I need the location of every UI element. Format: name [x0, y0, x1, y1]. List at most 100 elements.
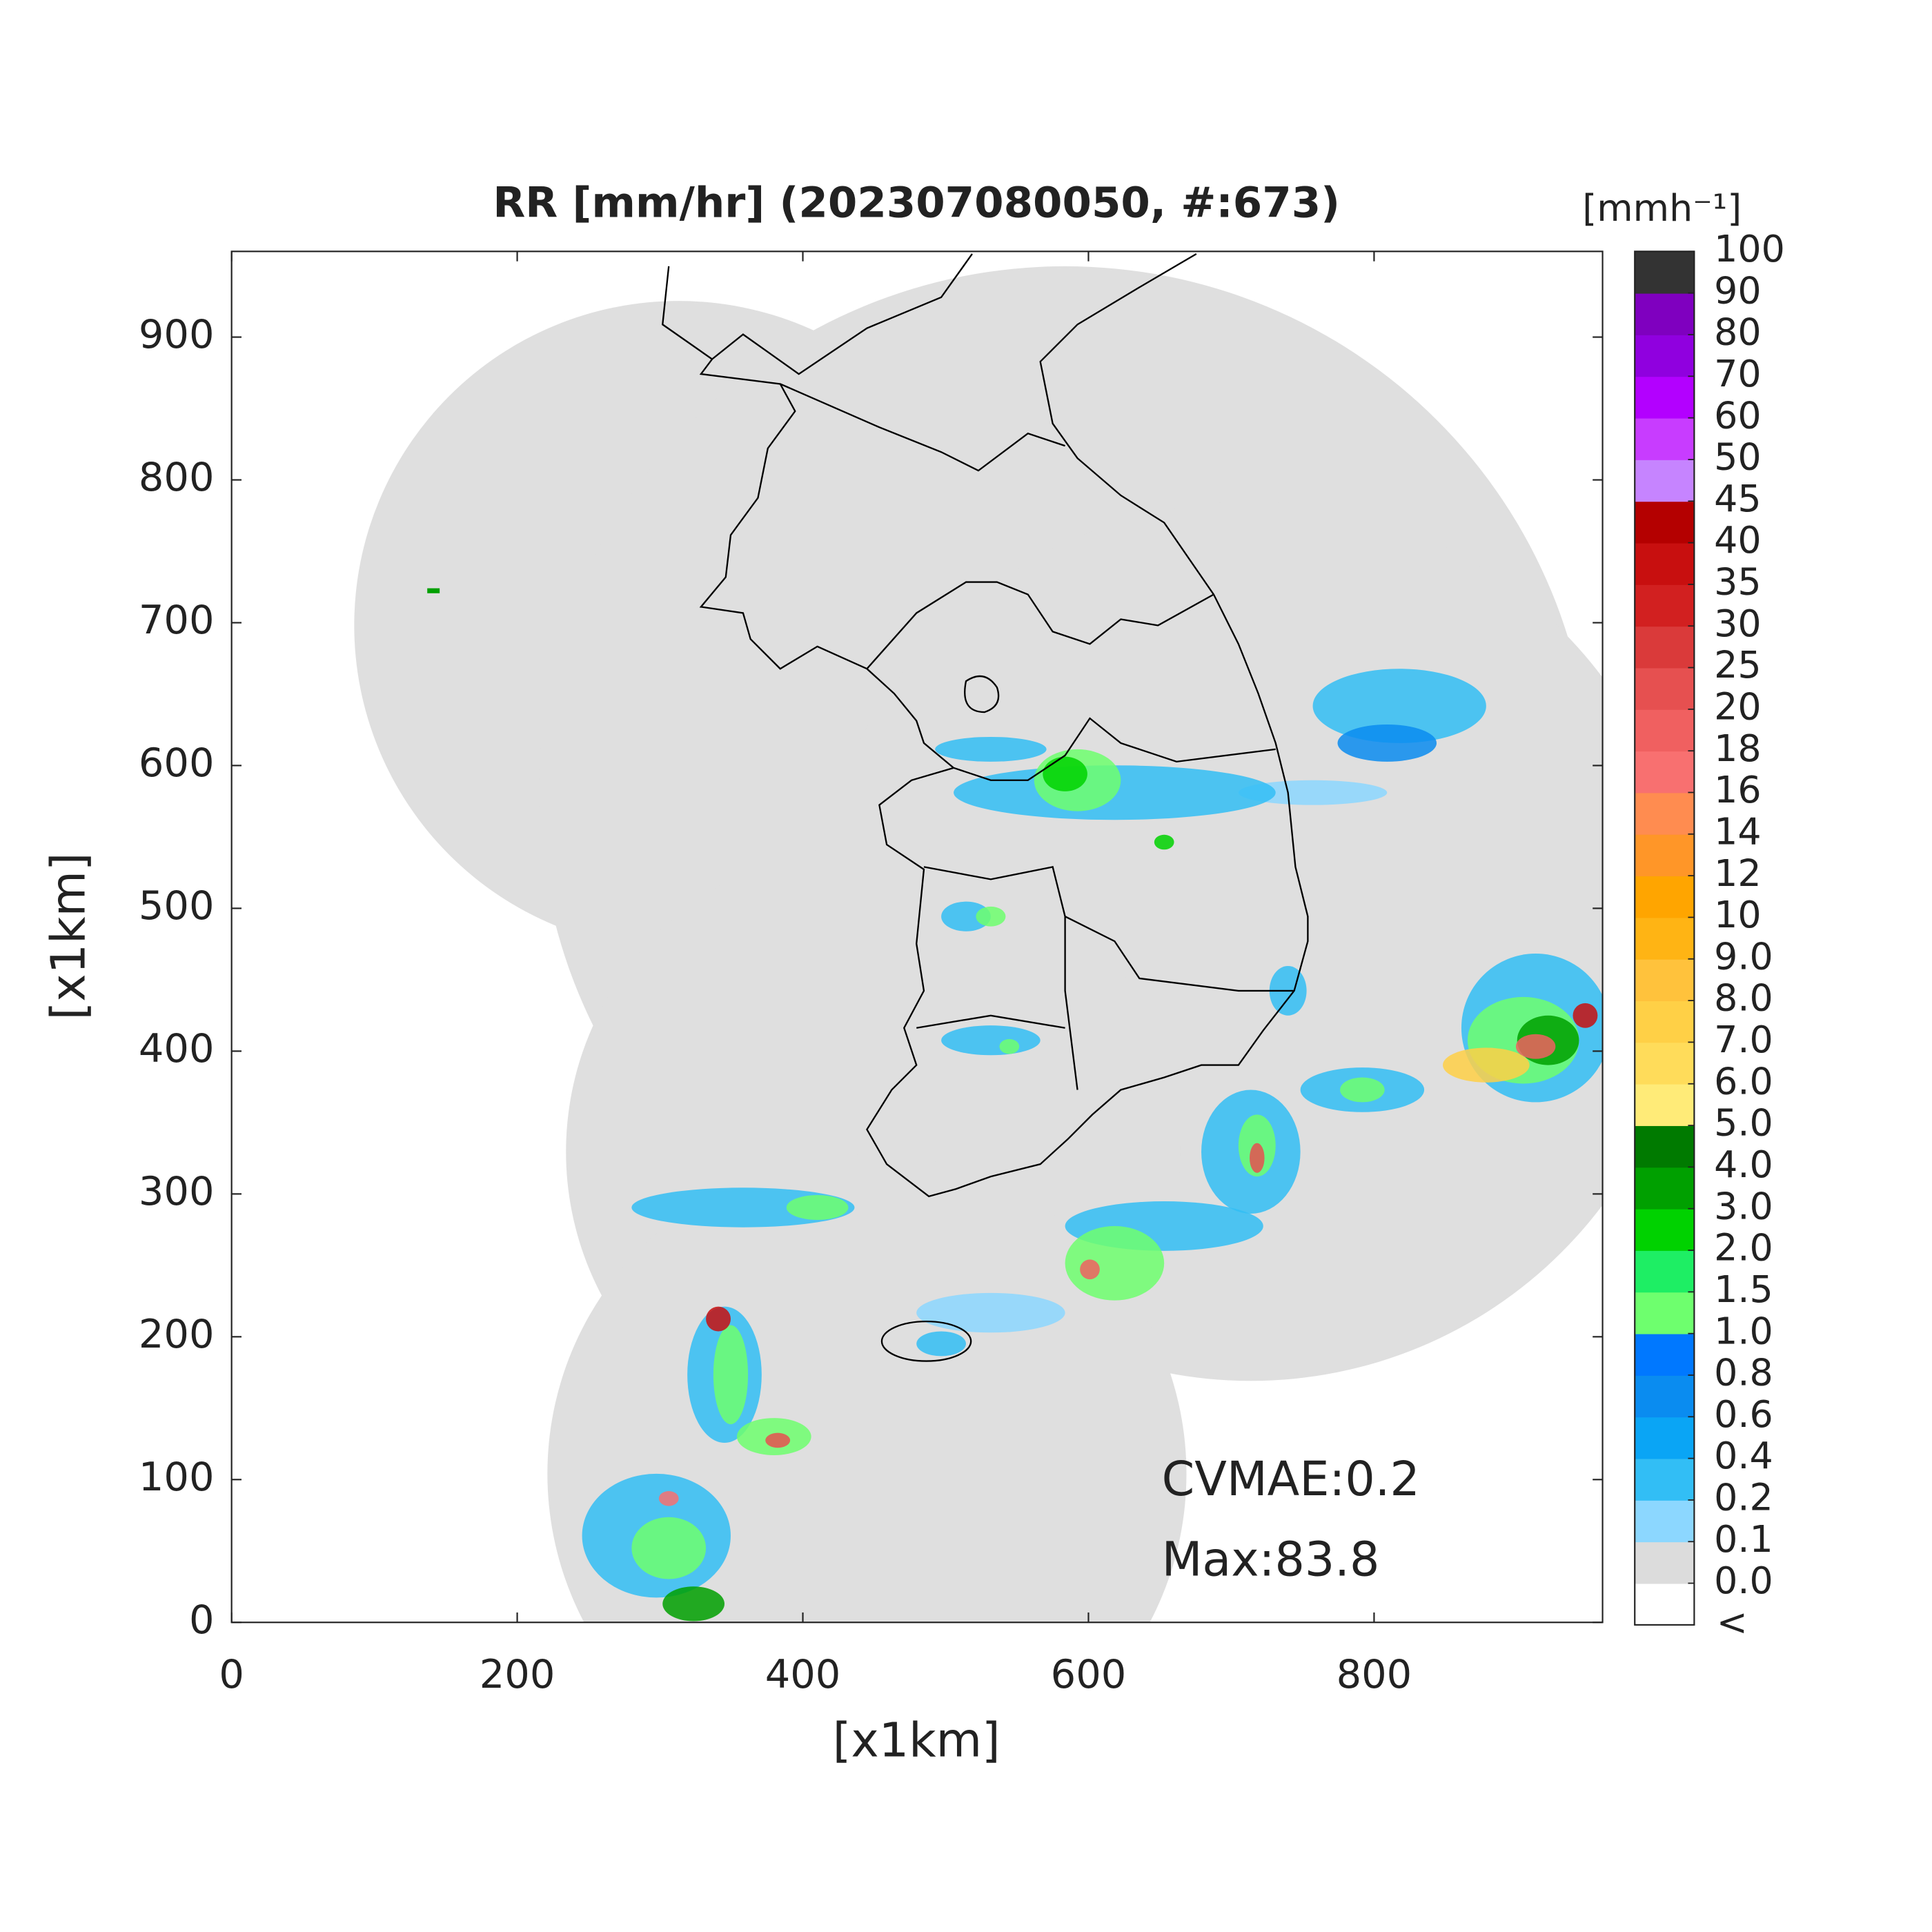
colorbar-label: 50: [1714, 435, 1762, 479]
y-tick-label: 0: [189, 1597, 215, 1643]
y-tick-label: 300: [139, 1168, 215, 1214]
colorbar-frame: [1634, 250, 1695, 1626]
y-tick-label: 800: [139, 454, 215, 500]
colorbar-label: 3.0: [1714, 1184, 1773, 1228]
y-tick-label: 400: [139, 1025, 215, 1072]
border-line: [780, 383, 1065, 472]
rain-blob: [1154, 834, 1174, 850]
rain-blob: [427, 588, 440, 593]
rain-blob: [1080, 1259, 1100, 1280]
colorbar-segment: [1635, 1292, 1695, 1334]
colorbar-label: 40: [1714, 518, 1762, 562]
colorbar-title: [mmh⁻¹]: [1582, 186, 1742, 230]
rain-blob: [1443, 1047, 1530, 1083]
rain-blob: [999, 1038, 1020, 1054]
colorbar-label: 80: [1714, 310, 1762, 354]
colorbar-segment: [1635, 1541, 1695, 1584]
colorbar-label: 4.0: [1714, 1143, 1773, 1186]
rain-blob: [1065, 1225, 1165, 1301]
colorbar-segment: [1635, 917, 1695, 960]
border-line: [923, 866, 1078, 1090]
colorbar-segment: [1635, 667, 1695, 710]
rain-blob: [1573, 1003, 1598, 1028]
x-tick-label: 0: [219, 1651, 244, 1697]
colorbar-label: 16: [1714, 768, 1762, 811]
colorbar: <0.00.10.20.40.60.81.01.52.03.04.05.06.0…: [1634, 227, 1785, 1644]
colorbar-segment: [1635, 293, 1695, 335]
colorbar-label: 90: [1714, 268, 1762, 312]
colorbar-segment: [1635, 334, 1695, 377]
colorbar-label: 0.6: [1714, 1392, 1773, 1436]
rain-blob: [662, 1586, 724, 1621]
colorbar-label: 60: [1714, 393, 1762, 437]
colorbar-label: 7.0: [1714, 1018, 1773, 1061]
rain-blob: [1238, 780, 1388, 805]
colorbar-label: 30: [1714, 602, 1762, 645]
colorbar-label: 10: [1714, 893, 1762, 936]
colorbar-label: 9.0: [1714, 934, 1773, 978]
rain-blob: [1340, 1077, 1385, 1103]
colorbar-segment: [1635, 834, 1695, 877]
colorbar-below: [1635, 1583, 1695, 1625]
colorbar-segment: [1635, 626, 1695, 669]
coast-line: [662, 253, 1309, 1198]
colorbar-label: 70: [1714, 352, 1762, 395]
colorbar-segment: [1635, 876, 1695, 918]
plot-frame: [230, 250, 1604, 1624]
colorbar-label: 14: [1714, 809, 1762, 853]
y-tick-label: 200: [139, 1311, 215, 1357]
colorbar-segment: [1635, 501, 1695, 544]
rain-blob: [941, 1025, 1041, 1056]
y-tick-label: 600: [139, 740, 215, 786]
colorbar-label: 1.5: [1714, 1268, 1773, 1311]
rain-blob: [916, 1292, 1065, 1333]
island-outline: [880, 1320, 972, 1362]
rain-blob: [916, 1331, 966, 1357]
colorbar-segment: [1635, 459, 1695, 502]
colorbar-segment: [1635, 1042, 1695, 1085]
colorbar-label: 5.0: [1714, 1101, 1773, 1145]
chart-title: RR [mm/hr] (202307080050, #:673): [493, 179, 1340, 228]
colorbar-label: <: [1717, 1601, 1748, 1644]
city-border: [964, 675, 1000, 713]
y-tick-label: 100: [139, 1454, 215, 1500]
x-tick-label: 400: [765, 1651, 841, 1697]
coastline: [662, 253, 1309, 1362]
border-line: [916, 1014, 1065, 1029]
colorbar-label: 0.8: [1714, 1351, 1773, 1394]
border-line: [1065, 916, 1294, 992]
rain-blob: [941, 901, 991, 931]
y-tick-label: 500: [139, 883, 215, 929]
x-tick-label: 800: [1337, 1651, 1412, 1697]
colorbar-segment: [1635, 1167, 1695, 1210]
colorbar-segment: [1635, 584, 1695, 627]
axes: 0 200 400 600 800 0 100 200 300 400 500 600 700 800 90…: [139, 251, 1603, 1697]
colorbar-label: 18: [1714, 727, 1762, 770]
colorbar-label: 25: [1714, 643, 1762, 687]
rain-blob: [1250, 1143, 1265, 1173]
colorbar-segment: [1635, 542, 1695, 585]
colorbar-segment: [1635, 1458, 1695, 1501]
colorbar-segment: [1635, 251, 1695, 294]
colorbar-label: 8.0: [1714, 976, 1773, 1020]
colorbar-label: 35: [1714, 560, 1762, 604]
y-axis-label: [x1km]: [42, 852, 97, 1020]
rain-blob: [765, 1432, 791, 1448]
colorbar-segment: [1635, 1000, 1695, 1043]
x-tick-label: 200: [480, 1651, 555, 1697]
colorbar-segment: [1635, 1083, 1695, 1126]
colorbar-segment: [1635, 1250, 1695, 1293]
colorbar-label: 12: [1714, 851, 1762, 895]
rain-blob: [658, 1491, 679, 1506]
rain-blob: [631, 1517, 707, 1579]
rain-blob: [976, 906, 1006, 927]
colorbar-segment: [1635, 792, 1695, 835]
colorbar-segment: [1635, 1499, 1695, 1543]
rain-blob: [1312, 669, 1486, 743]
map-area: [354, 253, 1603, 1623]
colorbar-label: 45: [1714, 477, 1762, 520]
colorbar-label: 20: [1714, 685, 1762, 729]
colorbar-label: 2.0: [1714, 1226, 1773, 1270]
colorbar-segment: [1635, 1208, 1695, 1251]
